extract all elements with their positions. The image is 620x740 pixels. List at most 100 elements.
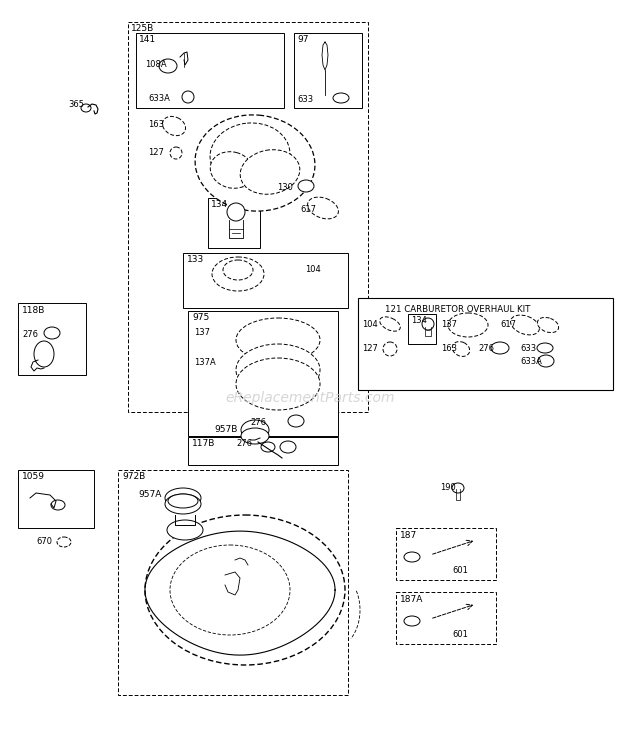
Ellipse shape [57,537,71,547]
Ellipse shape [448,313,488,337]
Ellipse shape [165,494,201,514]
Bar [183,253,348,308]
Text: 633: 633 [520,344,536,353]
Text: 97: 97 [297,35,309,44]
Text: 163: 163 [148,120,164,129]
Bar [294,33,362,108]
Ellipse shape [236,318,320,362]
Ellipse shape [159,59,177,73]
Text: eReplacementParts.com: eReplacementParts.com [225,391,395,405]
Ellipse shape [240,149,300,195]
Ellipse shape [241,428,269,444]
Ellipse shape [241,420,269,440]
Bar [188,311,338,436]
Text: 633A: 633A [520,357,542,366]
Ellipse shape [236,358,320,410]
Text: 117B: 117B [192,439,215,448]
Ellipse shape [34,341,54,367]
Ellipse shape [379,317,401,332]
Bar [396,528,496,580]
Text: 975: 975 [192,313,210,322]
Text: 633: 633 [297,95,313,104]
Ellipse shape [538,317,559,332]
Ellipse shape [170,545,290,635]
Text: 633A: 633A [148,94,170,103]
Ellipse shape [333,93,349,103]
Text: 130: 130 [277,183,293,192]
Text: 601: 601 [452,566,468,575]
Ellipse shape [308,197,339,219]
Ellipse shape [298,180,314,192]
Text: 1059: 1059 [22,472,45,481]
Text: 137: 137 [194,328,210,337]
Ellipse shape [210,123,290,187]
Ellipse shape [383,342,397,356]
Text: 121 CARBURETOR OVERHAUL KIT: 121 CARBURETOR OVERHAUL KIT [385,305,530,314]
Text: 617: 617 [300,205,316,214]
Text: 957A: 957A [138,490,161,499]
Ellipse shape [404,552,420,562]
Ellipse shape [404,616,420,626]
Ellipse shape [212,257,264,291]
Text: 141: 141 [139,35,156,44]
Text: 134: 134 [211,200,228,209]
Text: 972B: 972B [122,472,145,481]
Bar [408,314,436,344]
Text: 957B: 957B [214,425,237,434]
Text: 137: 137 [441,320,457,329]
Bar [128,22,368,412]
Text: 190: 190 [440,483,456,492]
Ellipse shape [167,520,203,540]
Ellipse shape [453,342,470,357]
Text: 617: 617 [500,320,516,329]
Ellipse shape [280,441,296,453]
Text: 137A: 137A [194,358,216,367]
Ellipse shape [165,488,201,508]
Text: 601: 601 [452,630,468,639]
Text: 276: 276 [478,344,494,353]
Bar [118,470,348,695]
Text: 127: 127 [148,148,164,157]
Ellipse shape [422,318,434,330]
Text: 276: 276 [22,330,38,339]
Text: 365: 365 [68,100,84,109]
Ellipse shape [452,483,464,493]
Text: 187A: 187A [400,595,423,604]
Text: 276: 276 [250,418,266,427]
Ellipse shape [168,494,198,508]
Text: 134: 134 [411,316,427,325]
Ellipse shape [51,500,65,510]
Text: 133: 133 [187,255,204,264]
Text: 104: 104 [362,320,378,329]
Ellipse shape [81,104,91,112]
Ellipse shape [261,442,275,452]
Ellipse shape [145,515,345,665]
Ellipse shape [195,115,315,211]
Text: 276: 276 [236,439,252,448]
Text: 163: 163 [441,344,457,353]
Text: 125B: 125B [131,24,154,33]
Ellipse shape [170,147,182,159]
Ellipse shape [210,152,254,188]
Ellipse shape [538,355,554,367]
Ellipse shape [236,344,320,396]
Ellipse shape [182,91,194,103]
Ellipse shape [227,203,245,221]
Ellipse shape [537,343,553,353]
Ellipse shape [511,315,539,335]
Ellipse shape [223,260,253,280]
Text: 127: 127 [362,344,378,353]
Ellipse shape [162,116,185,135]
Bar [18,303,86,375]
Text: 670: 670 [36,537,52,546]
Text: 108A: 108A [145,60,167,69]
Text: 118B: 118B [22,306,45,315]
Bar [358,298,613,390]
Ellipse shape [44,327,60,339]
Bar [136,33,284,108]
Text: 104: 104 [305,265,321,274]
Bar [188,437,338,465]
Bar [396,592,496,644]
Bar [208,198,260,248]
Bar [18,470,94,528]
